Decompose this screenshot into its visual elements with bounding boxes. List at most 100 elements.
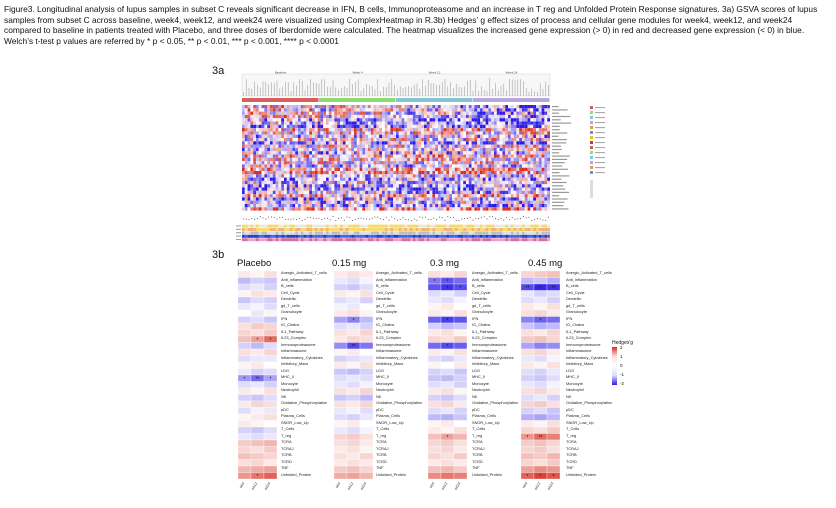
heatmap-cell <box>333 309 348 317</box>
heatmap-cell <box>359 355 374 363</box>
heatmap-cell <box>427 355 442 363</box>
heatmap-cell <box>333 400 348 408</box>
group-annotation-bar <box>242 98 550 102</box>
heatmap-cell <box>546 374 561 382</box>
significance-mark: * <box>447 318 449 324</box>
significance-mark: ** <box>256 377 260 383</box>
heatmap-cell <box>250 439 265 447</box>
heatmap-cell <box>440 348 455 356</box>
gene-module-label: T_reg <box>566 432 577 438</box>
gene-module-label: Dendritic <box>566 296 582 301</box>
significance-mark: * <box>540 318 542 324</box>
heatmap-cell <box>250 283 265 291</box>
heatmap-cell <box>427 426 442 434</box>
heatmap-cell <box>520 290 535 298</box>
column-label: wk12 <box>347 481 355 490</box>
column-label: wk4 <box>335 482 342 490</box>
significance-mark: * <box>540 474 542 480</box>
heatmap-cell <box>427 446 442 454</box>
heatmap-cell <box>237 439 252 447</box>
heatmap-cell <box>359 420 374 428</box>
gene-module-label: Cell_Cycle <box>472 289 491 295</box>
gene-module-label: Granulocyte <box>376 309 397 314</box>
heatmap-cell <box>333 426 348 434</box>
gene-module-label: Neutrophil <box>566 387 584 392</box>
heatmap-cell <box>237 387 252 395</box>
heatmap-cell <box>453 374 468 382</box>
gene-module-labels: Anergic_Activated_T_cells Anti_inflammati… <box>472 270 518 478</box>
heatmap-cell <box>427 309 442 317</box>
heatmap-cell <box>359 459 374 467</box>
heatmap-cell <box>546 329 561 337</box>
heatmap-cell <box>520 465 535 473</box>
heatmap-cell <box>427 322 442 330</box>
significance-mark: * <box>527 474 529 480</box>
gene-module-labels: Anergic_Activated_T_cells Anti_inflammati… <box>566 270 612 478</box>
heatmap-cell <box>359 296 374 304</box>
heatmap-cell <box>533 322 548 330</box>
heatmap-cell <box>359 439 374 447</box>
heatmap-cell <box>250 433 265 441</box>
heatmap-cell <box>263 277 278 285</box>
gene-module-label: T_Cells <box>566 426 580 431</box>
gsva-heatmap-cells <box>242 105 550 211</box>
gene-module-label: Unfolded_Protein <box>281 471 312 477</box>
heatmap-cell <box>333 316 348 324</box>
gene-module-label: T_Cells <box>376 426 390 431</box>
heatmap-cell <box>359 433 374 441</box>
gene-module-label: T_reg <box>376 432 387 438</box>
heatmap-cell <box>533 348 548 356</box>
heatmap-cell <box>453 296 468 304</box>
heatmap-cell <box>440 329 455 337</box>
heatmap-cell <box>533 374 548 382</box>
heatmap-cell <box>237 465 252 473</box>
gene-module-label: Granulocyte <box>472 309 493 314</box>
heatmap-cell <box>453 426 468 434</box>
heatmap-cell <box>250 355 265 363</box>
heatmap-cell <box>333 459 348 467</box>
heatmap-cell <box>237 361 252 369</box>
gene-module-label: MHC_II <box>566 374 580 379</box>
heatmap-cell <box>520 452 535 460</box>
gene-module-label: MHC_II <box>376 374 390 379</box>
heatmap-cell <box>250 296 265 304</box>
heatmap-cell <box>333 296 348 304</box>
heatmap-cell <box>333 348 348 356</box>
column-label: wk24 <box>360 481 368 490</box>
heatmap-cell <box>533 303 548 311</box>
group-title-0-3mg: 0.3 mg <box>430 258 460 269</box>
gene-module-label: Anergic_Activated_T_cells <box>281 270 327 275</box>
heatmap-cell <box>237 309 252 317</box>
hedges-heatmap-0-3mg: * ** ****wk4 wk12 wk24 <box>427 270 468 491</box>
heatmap-cell <box>533 355 548 363</box>
gene-module-label: IL23_Complex <box>376 335 402 340</box>
heatmap-cell <box>440 452 455 460</box>
heatmap-cell <box>250 452 265 460</box>
heatmap-cell <box>546 361 561 369</box>
heatmap-cell <box>237 329 252 337</box>
heatmap-cell <box>533 335 548 343</box>
gene-module-label: SNOR_Low_Up <box>376 419 404 425</box>
gene-module-label: Oxidative_Phosphorylation <box>376 400 423 405</box>
heatmap-cell <box>533 342 548 350</box>
gene-module-label: Unfolded_Protein <box>376 471 407 477</box>
gene-module-label: NK <box>472 393 478 399</box>
gene-module-label: TCRD <box>566 458 577 464</box>
heatmap-cell <box>546 400 561 408</box>
heatmap-cell <box>440 296 455 304</box>
panel-a-label: 3a <box>212 65 225 77</box>
heatmap-cell <box>263 368 278 376</box>
heatmap-cell <box>520 322 535 330</box>
heatmap-cell <box>250 400 265 408</box>
gene-module-label: SNOR_Low_Up <box>566 419 594 425</box>
heatmap-cell <box>237 296 252 304</box>
significance-mark: ** <box>539 435 543 441</box>
heatmap-cell <box>263 316 278 324</box>
heatmap-cell <box>440 439 455 447</box>
legend-tick: -1 <box>620 372 625 377</box>
heatmap-cell <box>427 465 442 473</box>
heatmap-cell <box>237 472 252 480</box>
gene-module-label: TCRB <box>566 452 577 457</box>
heatmap-cell <box>453 472 468 480</box>
gene-module-label: Monocyte <box>472 380 489 386</box>
